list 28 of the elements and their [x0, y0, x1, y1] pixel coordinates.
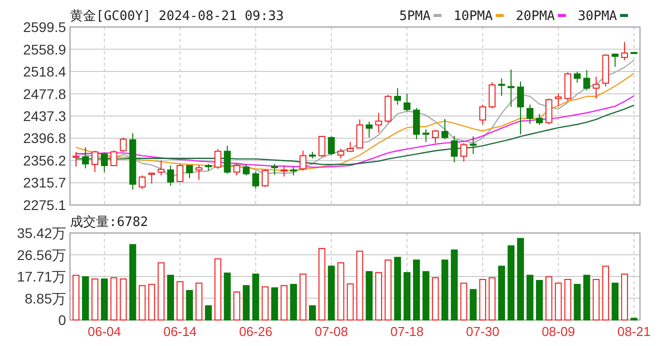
x-tick-label: 08-09: [542, 324, 575, 339]
y-tick-label: 2437.3: [23, 108, 66, 124]
y-tick-label: 2518.4: [23, 64, 66, 80]
y-tick-label: 2356.2: [23, 152, 66, 168]
x-tick-label: 06-14: [163, 324, 197, 339]
y-tick-label: 2396.8: [23, 130, 66, 146]
y-tick-label: 35.42万: [16, 225, 66, 241]
legend-label: 10PMA: [454, 9, 493, 24]
legend-label: 20PMA: [516, 9, 556, 24]
y-tick-label: 8.85万: [24, 290, 66, 306]
y-tick-label: 2275.1: [23, 197, 66, 213]
y-tick-label: 2315.7: [23, 174, 66, 191]
x-tick-label: 06-26: [239, 324, 272, 339]
y-tick-label: 2599.5: [23, 19, 66, 35]
x-tick-label: 07-08: [314, 324, 348, 339]
y-tick-label: 2558.9: [23, 41, 66, 58]
y-tick-label: 17.71万: [16, 268, 66, 284]
chart-title: 成交量:6782: [70, 214, 148, 230]
legend-label: 30PMA: [578, 9, 618, 24]
x-tick-label: 07-30: [466, 324, 500, 339]
legend-label: 5PMA: [399, 9, 431, 24]
y-tick-label: 0: [58, 312, 66, 328]
y-tick-label: 26.56万: [16, 246, 66, 263]
x-tick-label: 08-21: [617, 324, 651, 339]
x-tick-label: 06-04: [88, 324, 121, 339]
y-tick-label: 2477.8: [23, 86, 66, 102]
chart-title: 黄金[GC00Y] 2024-08-21 09:33: [70, 9, 284, 24]
x-tick-label: 07-18: [390, 324, 424, 339]
